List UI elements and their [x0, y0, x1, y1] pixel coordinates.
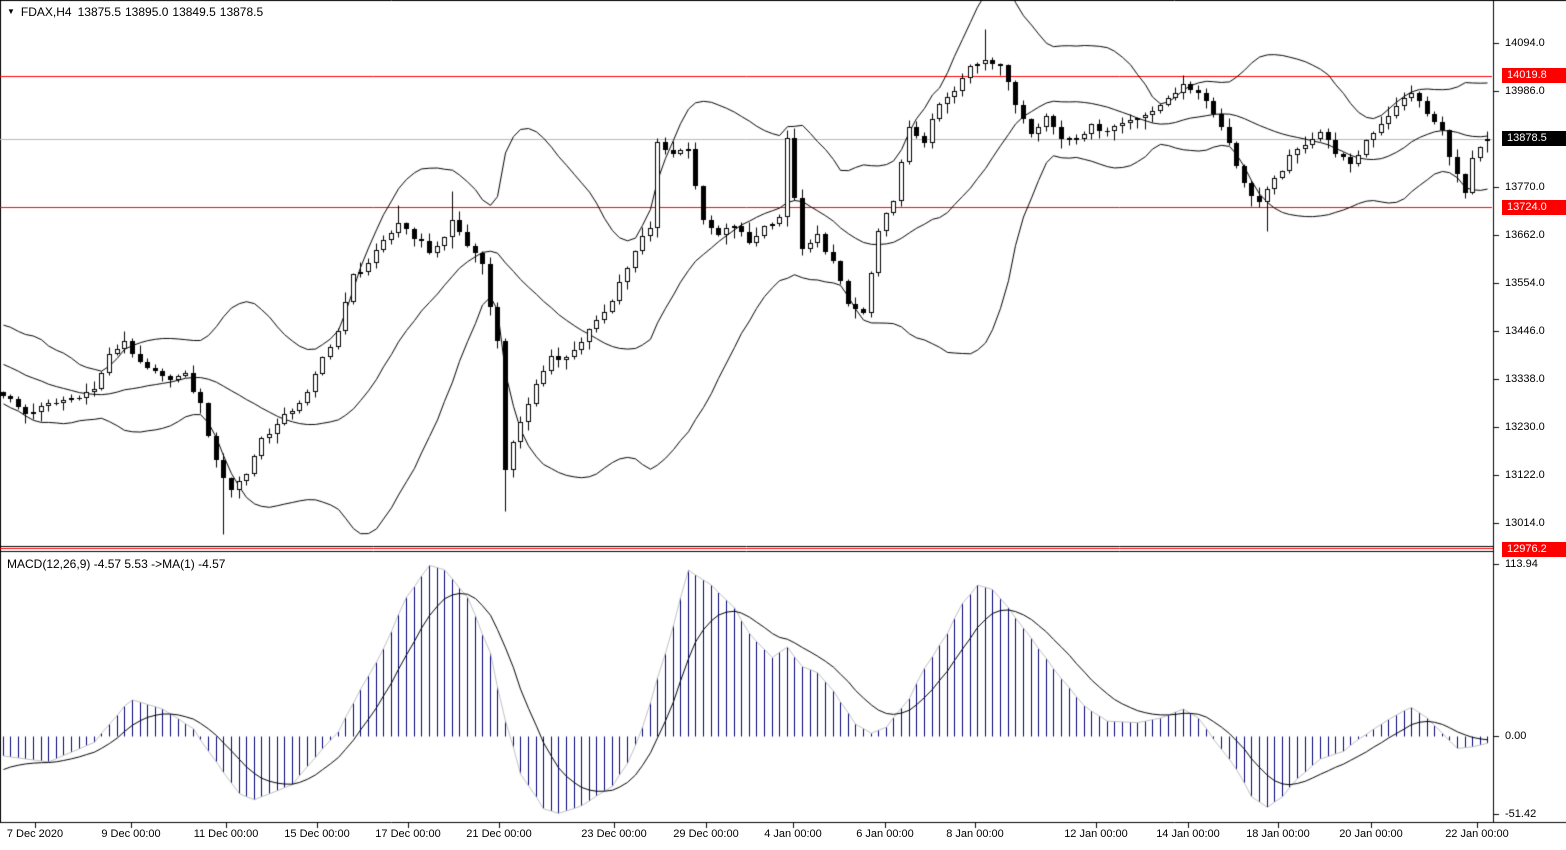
- price-level-badge: 13724.0: [1502, 199, 1566, 215]
- quote-low: 13849.5: [172, 5, 216, 19]
- time-axis-label[interactable]: 4 Jan 00:00: [764, 828, 822, 840]
- time-axis-label[interactable]: 15 Dec 00:00: [284, 828, 350, 840]
- price-axis-tick-label: 14094.0: [1505, 37, 1545, 49]
- time-axis-label[interactable]: 8 Jan 00:00: [946, 828, 1004, 840]
- time-axis-label[interactable]: 22 Jan 00:00: [1445, 828, 1509, 840]
- symbol-timeframe-label: FDAX,H4: [20, 5, 72, 19]
- price-axis-tick-label: 13554.0: [1505, 277, 1545, 289]
- price-axis-tick-label: 13338.0: [1505, 373, 1545, 385]
- price-axis-tick-label: 13014.0: [1505, 517, 1545, 529]
- price-level-badge: 14019.8: [1502, 68, 1566, 84]
- macd-axis-tick-label: 113.94: [1505, 558, 1538, 570]
- time-axis-label[interactable]: 9 Dec 00:00: [101, 828, 161, 840]
- current-price-badge: 13878.5: [1502, 131, 1566, 147]
- price-level-badge: 12976.2: [1502, 541, 1566, 557]
- quote-high: 13895.0: [125, 5, 169, 19]
- price-axis-tick-label: 13230.0: [1505, 421, 1545, 433]
- price-axis-tick-label: 13770.0: [1505, 181, 1545, 193]
- time-axis-label[interactable]: 6 Jan 00:00: [856, 828, 914, 840]
- time-axis-label[interactable]: 23 Dec 00:00: [581, 828, 647, 840]
- macd-axis-tick-label: -51.42: [1505, 808, 1537, 820]
- price-axis-tick-label: 13122.0: [1505, 469, 1545, 481]
- ohlc-quote: 13875.5 13895.0 13849.5 13878.5: [78, 5, 268, 19]
- macd-axis-tick-label: 0.00: [1505, 730, 1527, 743]
- time-axis-label[interactable]: 12 Jan 00:00: [1064, 828, 1128, 840]
- time-axis-label[interactable]: 7 Dec 2020: [6, 828, 64, 840]
- time-axis-label[interactable]: 21 Dec 00:00: [466, 828, 532, 840]
- time-axis-label[interactable]: 17 Dec 00:00: [375, 828, 441, 840]
- price-axis-tick-label: 13662.0: [1505, 229, 1545, 241]
- symbol-dropdown-icon[interactable]: ▼: [7, 7, 15, 16]
- time-axis-label[interactable]: 11 Dec 00:00: [193, 828, 259, 840]
- time-axis-label[interactable]: 29 Dec 00:00: [673, 828, 739, 840]
- time-axis-label[interactable]: 18 Jan 00:00: [1246, 828, 1310, 840]
- time-axis-label[interactable]: 14 Jan 00:00: [1156, 828, 1220, 840]
- time-axis-label[interactable]: 20 Jan 00:00: [1339, 828, 1403, 840]
- chart-header: ▼ FDAX,H4 13875.5 13895.0 13849.5 13878.5: [7, 5, 267, 19]
- quote-open: 13875.5: [77, 5, 121, 19]
- price-axis-tick-label: 13446.0: [1505, 325, 1545, 337]
- price-axis-tick-label: 13986.0: [1505, 85, 1545, 97]
- macd-indicator-label: MACD(12,26,9) -4.57 5.53 ->MA(1) -4.57: [7, 557, 226, 571]
- quote-close: 13878.5: [219, 5, 264, 19]
